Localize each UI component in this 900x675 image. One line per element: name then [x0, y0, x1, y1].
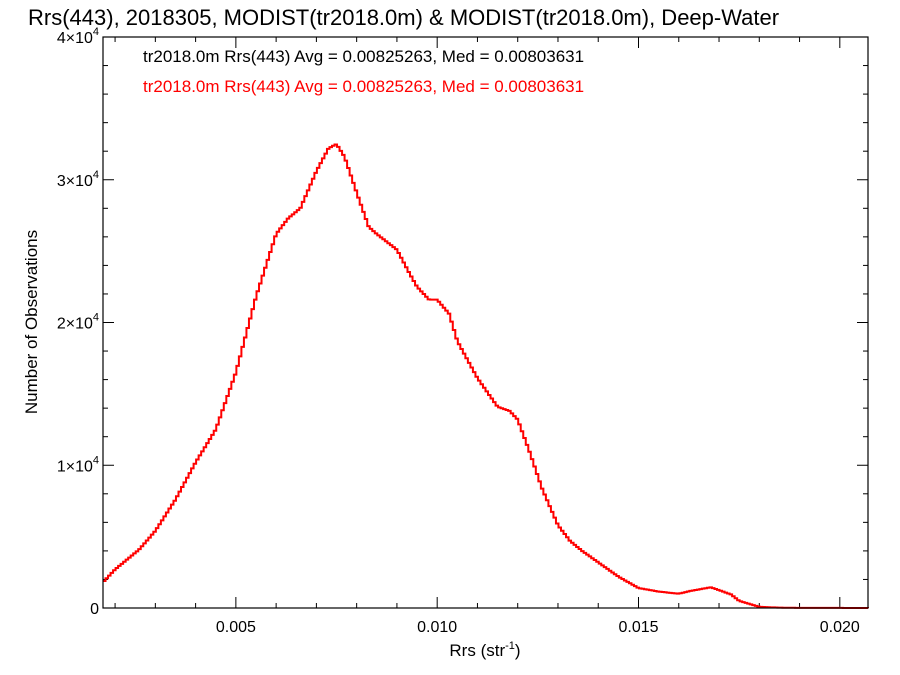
y-tick-label-base: 3×10: [57, 173, 93, 190]
y-tick-label: 4×104: [57, 26, 99, 47]
legend-entry-red: tr2018.0m Rrs(443) Avg = 0.00825263, Med…: [143, 77, 584, 96]
legend-entry-black: tr2018.0m Rrs(443) Avg = 0.00825263, Med…: [143, 47, 584, 66]
y-tick-label-base: 2×10: [57, 316, 93, 333]
x-tick-label: 0.015: [618, 619, 658, 636]
x-axis-label-sup: -1: [505, 640, 515, 652]
y-tick-label-base: 1×10: [57, 458, 93, 475]
chart-title: Rrs(443), 2018305, MODIST(tr2018.0m) & M…: [28, 5, 779, 30]
y-tick-label: 0: [90, 601, 99, 618]
axis-ticks: [103, 36, 868, 609]
y-tick-label: 3×104: [57, 169, 99, 190]
histogram-series-line: [103, 143, 869, 609]
legend: tr2018.0m Rrs(443) Avg = 0.00825263, Med…: [143, 47, 584, 96]
x-tick-label: 0.020: [820, 619, 860, 636]
y-tick-label-exp: 4: [93, 312, 99, 324]
y-tick-label-base: 4×10: [57, 30, 93, 47]
y-tick-label: 1×104: [57, 454, 99, 475]
y-tick-label-exp: 4: [93, 26, 99, 38]
x-tick-label: 0.005: [216, 619, 256, 636]
y-tick-label-exp: 4: [93, 454, 99, 466]
x-axis-label: Rrs (str-1): [449, 640, 520, 660]
y-tick-label-exp: 4: [93, 169, 99, 181]
x-tick-label: 0.010: [417, 619, 457, 636]
x-axis-label-main: Rrs (str: [449, 641, 505, 660]
x-tick-labels: 0.005 0.010 0.015 0.020: [216, 619, 860, 636]
plot-frame: [102, 36, 869, 609]
y-tick-label: 2×104: [57, 312, 99, 333]
y-axis-label: Number of Observations: [22, 230, 41, 414]
x-axis-label-end: ): [515, 641, 521, 660]
y-tick-label-base: 0: [90, 601, 99, 618]
